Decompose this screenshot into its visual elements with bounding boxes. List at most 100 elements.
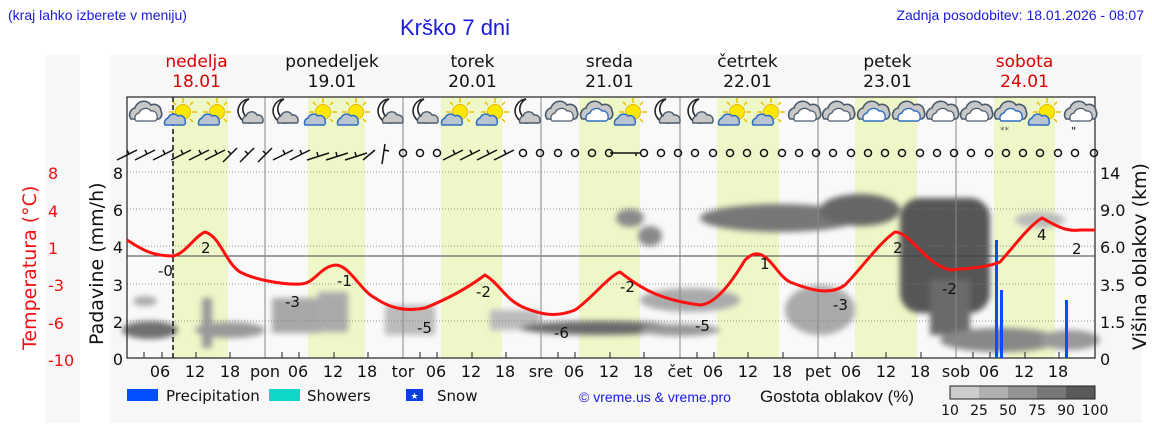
svg-text:tor: tor (392, 362, 415, 381)
svg-text:1: 1 (760, 255, 770, 273)
day-header-4: četrtek 22.01 (717, 52, 778, 92)
svg-text:90: 90 (1057, 403, 1075, 419)
svg-text:18: 18 (910, 362, 930, 381)
svg-text:-5: -5 (417, 319, 432, 337)
svg-text:75: 75 (1028, 403, 1046, 419)
rain-drops-icon: " (1071, 126, 1076, 137)
svg-text:4: 4 (48, 202, 58, 221)
svg-text:2: 2 (1072, 240, 1082, 258)
svg-text:-3: -3 (48, 276, 64, 295)
precip-axis-label: Padavine (mm/h) (86, 182, 108, 345)
svg-text:18: 18 (495, 362, 515, 381)
svg-text:06: 06 (150, 362, 170, 381)
svg-text:2: 2 (893, 239, 903, 257)
star-icon: ★ (410, 392, 418, 402)
svg-text:14: 14 (1100, 164, 1120, 183)
svg-text:-6: -6 (48, 314, 64, 333)
precipitation-swatch (127, 389, 158, 401)
svg-text:06: 06 (979, 362, 999, 381)
day-header-0: nedelja 18.01 (165, 52, 228, 92)
svg-text:8: 8 (113, 164, 123, 183)
svg-text:sob: sob (942, 362, 970, 381)
svg-text:-1: -1 (337, 272, 352, 290)
svg-text:4: 4 (113, 238, 123, 257)
region-hint: (kraj lahko izberete v meniju) (8, 7, 187, 23)
svg-text:3: 3 (113, 276, 123, 295)
svg-text:-2: -2 (942, 280, 957, 298)
svg-text:-0: -0 (158, 262, 173, 280)
svg-text:-2: -2 (620, 278, 635, 296)
day-header-6: sobota 24.01 (995, 52, 1054, 92)
svg-text:Showers: Showers (307, 387, 371, 405)
svg-text:12: 12 (1014, 362, 1034, 381)
cloud-axis: 14 9.0 6.0 3.5 1.5 0 (1100, 164, 1125, 369)
page-title: Krško 7 dni (400, 15, 511, 40)
svg-text:18: 18 (772, 362, 792, 381)
svg-text:-5: -5 (695, 317, 710, 335)
svg-text:9.0: 9.0 (1100, 201, 1125, 220)
hour-ticks (143, 352, 1060, 358)
svg-text:-3: -3 (285, 293, 300, 311)
svg-text:12: 12 (738, 362, 758, 381)
svg-text:12: 12 (323, 362, 343, 381)
svg-text:06: 06 (426, 362, 446, 381)
day-header-3: sreda 21.01 (585, 52, 634, 92)
grid-lines (127, 171, 1095, 322)
svg-text:4: 4 (1037, 226, 1047, 244)
svg-text:2: 2 (201, 239, 211, 257)
svg-text:6: 6 (113, 201, 123, 220)
temp-axis: 8 4 1 -3 -6 -10 (48, 164, 74, 370)
svg-text:2: 2 (113, 313, 123, 332)
svg-text:0: 0 (113, 350, 123, 369)
svg-text:10: 10 (941, 403, 959, 419)
svg-text:Snow: Snow (437, 387, 477, 405)
svg-text:3.5: 3.5 (1100, 276, 1125, 295)
svg-text:-2: -2 (476, 283, 491, 301)
svg-text:12: 12 (876, 362, 896, 381)
plot-frame (126, 96, 1096, 359)
svg-text:06: 06 (841, 362, 861, 381)
svg-text:1.5: 1.5 (1100, 313, 1125, 332)
temp-axis-panel (45, 55, 80, 423)
wind-barbs (116, 143, 640, 165)
precipitation-bars (995, 240, 1068, 358)
snow-flakes-icon: ** (1000, 126, 1010, 136)
svg-text:pon: pon (250, 362, 280, 381)
svg-text:0: 0 (1100, 350, 1110, 369)
density-scale (949, 385, 1096, 400)
svg-text:8: 8 (48, 164, 58, 183)
day-header-5: petek 23.01 (863, 52, 912, 92)
svg-text:sre: sre (529, 362, 553, 381)
svg-text:06: 06 (564, 362, 584, 381)
day-headers: nedelja 18.01 ponedeljek 19.01 torek 20.01 … (127, 52, 1095, 94)
svg-text:12: 12 (185, 362, 205, 381)
svg-text:12: 12 (599, 362, 619, 381)
svg-text:1: 1 (48, 239, 58, 258)
svg-text:18: 18 (357, 362, 377, 381)
svg-text:6.0: 6.0 (1100, 238, 1125, 257)
temperature-line (126, 216, 1095, 316)
svg-text:-6: -6 (554, 324, 569, 342)
showers-swatch (269, 389, 300, 401)
temp-axis-label: Temperatura (°C) (19, 186, 41, 351)
density-label: Gostota oblakov (%) (760, 387, 914, 406)
precip-axis: 8 6 4 3 2 0 (113, 164, 123, 369)
svg-text:18: 18 (633, 362, 653, 381)
svg-text:čet: čet (668, 362, 693, 381)
legend: Precipitation Showers ★ Snow © vreme.us … (127, 385, 1109, 419)
svg-text:-10: -10 (48, 351, 74, 370)
x-tick-labels: 06 12 18 pon 06 12 18 tor 06 12 18 sre 0… (150, 362, 1068, 381)
svg-text:18: 18 (1048, 362, 1068, 381)
svg-text:18: 18 (220, 362, 240, 381)
copyright: © vreme.us & vreme.pro (579, 389, 731, 405)
svg-text:pet: pet (805, 362, 831, 381)
day-header-1: ponedeljek 19.01 (285, 52, 379, 92)
svg-text:50: 50 (999, 403, 1017, 419)
last-update: Zadnja posodobitev: 18.01.2026 - 08:07 (896, 7, 1144, 23)
day-header-2: torek 20.01 (448, 52, 497, 92)
svg-text:-3: -3 (833, 296, 848, 314)
svg-text:100: 100 (1082, 403, 1109, 419)
cloud-axis-label: Višina oblakov (km) (1129, 163, 1151, 350)
calm-wind-circles (398, 148, 1099, 158)
